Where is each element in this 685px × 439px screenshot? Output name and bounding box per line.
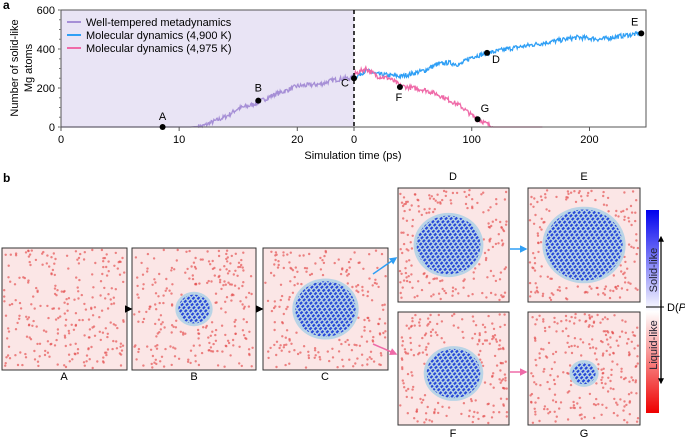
snapshot-A [1,247,128,371]
snapshot-label: C [321,371,329,383]
legend-entry: Molecular dynamics (4,975 K) [86,43,232,55]
arrow-c-to-f [372,343,398,356]
marker-C [351,75,357,82]
colorbar-solid-label: Solid-like [648,248,660,293]
x-tick-label: 10 [173,134,185,146]
colorbar-liquid-label: Liquid-like [648,320,660,370]
colorbar [646,210,659,413]
y-tick-label: 200 [37,83,55,95]
marker-label: C [341,77,349,89]
snapshot-D [397,187,510,303]
snapshot-label: B [190,371,197,383]
marker-label: A [159,111,167,123]
x-tick-label: 0 [351,134,357,146]
y-axis-label-line1: Number of solid-like [9,19,21,116]
marker-A [159,124,166,130]
x-tick-label: 0 [58,134,64,146]
snapshot-label: D [449,171,457,183]
y-tick-label: 0 [49,122,55,134]
marker-D [484,49,491,56]
snapshot-B [131,247,257,371]
marker-label: F [396,92,403,104]
colorbar-axis-label: D(P) [667,302,685,314]
snapshot-label: E [580,171,587,183]
y-tick-label: 400 [37,44,55,56]
y-axis-label-line2: Mg atoms [23,43,35,92]
snapshot-C [262,247,389,371]
marker-label: E [631,16,638,28]
x-tick-label: 100 [463,134,481,146]
snapshot-F [397,311,510,426]
x-tick-label: 200 [580,134,598,146]
snapshot-label: F [450,428,457,439]
marker-F [396,84,403,91]
marker-E [638,30,645,37]
marker-G [474,116,481,123]
arrow-c-to-d [372,257,398,275]
x-tick-label: 20 [291,134,303,146]
metadynamics-background [61,10,354,127]
marker-label: D [492,54,500,66]
panel-b-label: b [3,171,11,185]
x-axis-label: Simulation time (ps) [304,150,401,162]
legend-entry: Molecular dynamics (4,900 K) [86,30,232,42]
snapshot-label: G [580,428,589,439]
marker-B [255,97,262,104]
snapshot-G [527,311,641,426]
series-line-1 [353,30,642,81]
legend-entry: Well-tempered metadynamics [86,17,232,29]
snapshot-label: A [60,371,68,383]
panel-a-label: a [3,0,10,12]
y-tick-label: 600 [37,5,55,17]
marker-label: G [481,103,490,115]
marker-label: B [255,83,262,95]
snapshot-E [527,187,641,303]
